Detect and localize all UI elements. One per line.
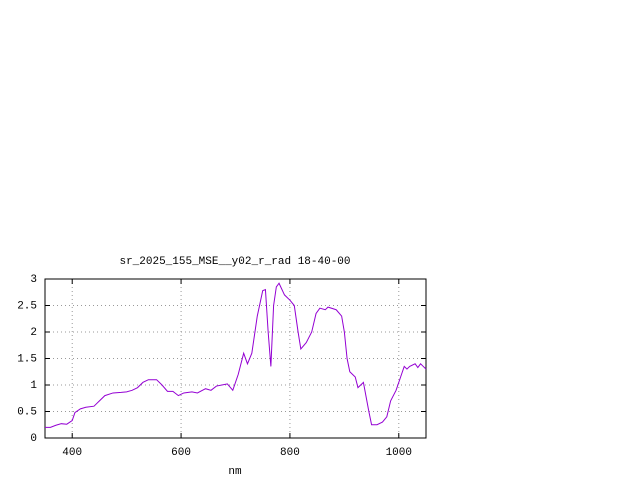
y-tick-label: 2 [30, 327, 37, 339]
plot-frame [44, 278, 427, 439]
x-axis-label: nm [228, 466, 242, 478]
y-tick-label: 1 [30, 380, 37, 392]
y-tick-label: 3 [30, 274, 37, 286]
y-tick-label: 0.5 [17, 406, 37, 418]
chart-title: sr_2025_155_MSE__y02_r_rad 18-40-00 [119, 256, 350, 268]
x-tick-label: 800 [280, 447, 300, 459]
x-tick-label: 1000 [386, 447, 412, 459]
x-tick-label: 600 [171, 447, 191, 459]
data-line [45, 282, 427, 428]
x-tick-label: 400 [62, 447, 82, 459]
y-tick-label: 0 [30, 433, 37, 445]
y-tick-label: 1.5 [17, 353, 37, 365]
y-tick-label: 2.5 [17, 300, 37, 312]
